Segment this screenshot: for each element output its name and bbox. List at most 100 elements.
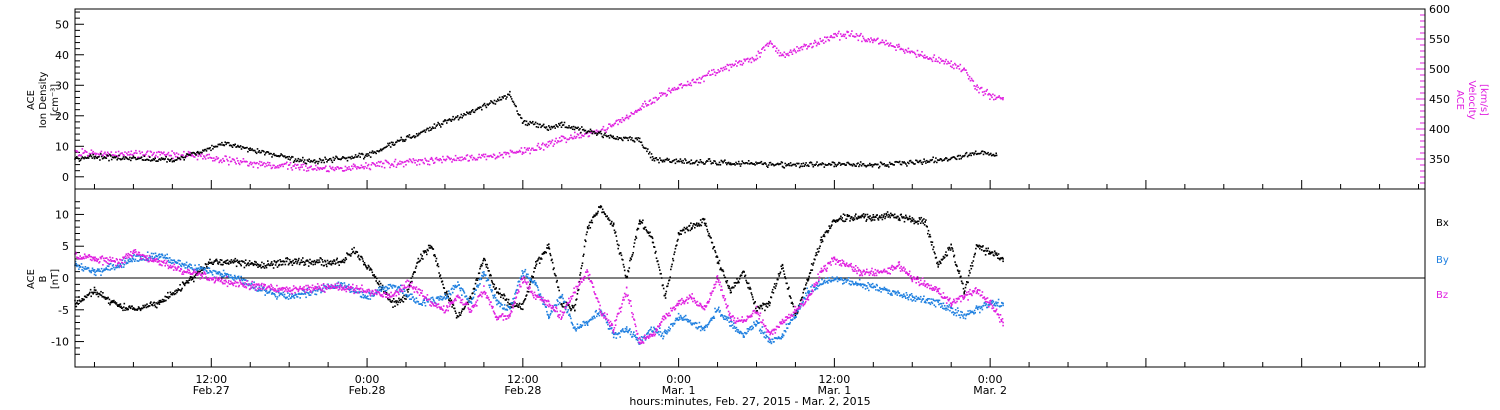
velocity-series-point (423, 162, 425, 165)
velocity-series-point (201, 153, 203, 155)
by-series-point (758, 321, 760, 324)
bx-series-point (505, 298, 508, 300)
bx-series-point (104, 298, 107, 300)
velocity-series-point (173, 152, 175, 154)
bx-series-point (539, 258, 542, 260)
density-series-point (103, 156, 106, 158)
velocity-series-point (272, 164, 274, 167)
bx-series-point (540, 257, 542, 259)
density-series-point (995, 154, 998, 157)
velocity-series-point (75, 150, 77, 153)
by-series-point (426, 298, 428, 300)
velocity-series-point (229, 160, 232, 163)
velocity-series-point (524, 151, 527, 153)
velocity-series-point (626, 116, 629, 119)
density-series-point (743, 162, 745, 165)
by-series-point (887, 292, 889, 294)
density-series-point (511, 100, 514, 102)
velocity-series-point (942, 60, 945, 62)
density-series-point (823, 166, 826, 168)
density-series-point (483, 102, 486, 105)
velocity-series-point (532, 149, 535, 151)
by-series-point (125, 262, 128, 265)
bx-series-point (263, 262, 265, 265)
density-series-point (527, 122, 530, 125)
velocity-series-point (514, 151, 516, 154)
velocity-series-point (128, 154, 131, 156)
velocity-series-point (426, 160, 428, 162)
by-series-point (676, 317, 679, 320)
density-series-point (147, 158, 149, 161)
density-series-point (493, 99, 496, 102)
bx-series-point (596, 213, 598, 216)
bx-series-point (99, 294, 102, 296)
by-series-point (888, 289, 890, 291)
bx-series-point (392, 306, 394, 308)
density-series-point (974, 152, 976, 154)
velocity-series-point (203, 155, 205, 157)
bx-series-point (984, 249, 986, 252)
by-series-point (329, 286, 332, 288)
bx-series-point (791, 301, 793, 304)
bx-series-point (445, 292, 448, 294)
velocity-series-point (167, 151, 170, 154)
density-series-point (224, 141, 226, 143)
velocity-series-point (829, 36, 831, 38)
by-series-point (488, 284, 490, 286)
by-series-point (731, 324, 734, 326)
bx-series-point (744, 275, 746, 278)
bx-series-point (246, 263, 248, 266)
bx-series-point (432, 248, 435, 250)
density-series-point (713, 160, 715, 162)
density-series-point (888, 166, 890, 168)
density-series-point (943, 159, 945, 161)
by-series-point (379, 289, 381, 291)
velocity-series-point (263, 162, 265, 164)
by-series-point (844, 278, 847, 281)
by-series-point (500, 302, 502, 305)
density-series-point (338, 158, 341, 160)
bx-series-point (580, 267, 582, 270)
bx-series-point (318, 261, 321, 263)
by-series-point (278, 294, 281, 297)
velocity-series-point (976, 89, 978, 91)
bx-series-point (211, 261, 213, 264)
bx-series-point (345, 258, 348, 261)
velocity-series-point (372, 162, 374, 164)
velocity-series-point (899, 48, 901, 51)
by-series-point (583, 322, 586, 324)
density-series-point (799, 165, 802, 167)
velocity-series-point (609, 123, 611, 125)
bx-series-point (693, 223, 695, 225)
density-series-point (446, 119, 449, 122)
velocity-series-point (742, 62, 745, 65)
by-series-point (892, 290, 895, 292)
density-series-point (312, 159, 315, 162)
density-series-point (847, 161, 849, 164)
by-series-point (501, 304, 503, 306)
density-series-point (417, 134, 420, 136)
density-series-point (348, 156, 351, 159)
by-series-point (485, 280, 488, 282)
bx-series-point (703, 218, 706, 220)
velocity-series-point (421, 159, 424, 161)
by-series-point (341, 284, 343, 287)
by-series-point (131, 260, 133, 263)
by-series-point (178, 263, 181, 265)
velocity-series-point (489, 155, 491, 157)
by-series-point (236, 277, 239, 279)
bx-series-point (875, 216, 877, 218)
density-series-point (238, 146, 240, 148)
velocity-series-point (85, 150, 87, 153)
bx-series-point (964, 286, 967, 289)
by-series-point (816, 284, 818, 287)
density-series-point (97, 156, 99, 158)
density-series-point (362, 153, 364, 156)
by-series-point (348, 283, 350, 286)
density-series-point (648, 153, 650, 155)
bx-series-point (463, 308, 465, 311)
velocity-series-point (614, 122, 617, 124)
velocity-series-point (934, 60, 936, 62)
by-series-point (305, 291, 308, 294)
by-series-point (884, 288, 887, 290)
